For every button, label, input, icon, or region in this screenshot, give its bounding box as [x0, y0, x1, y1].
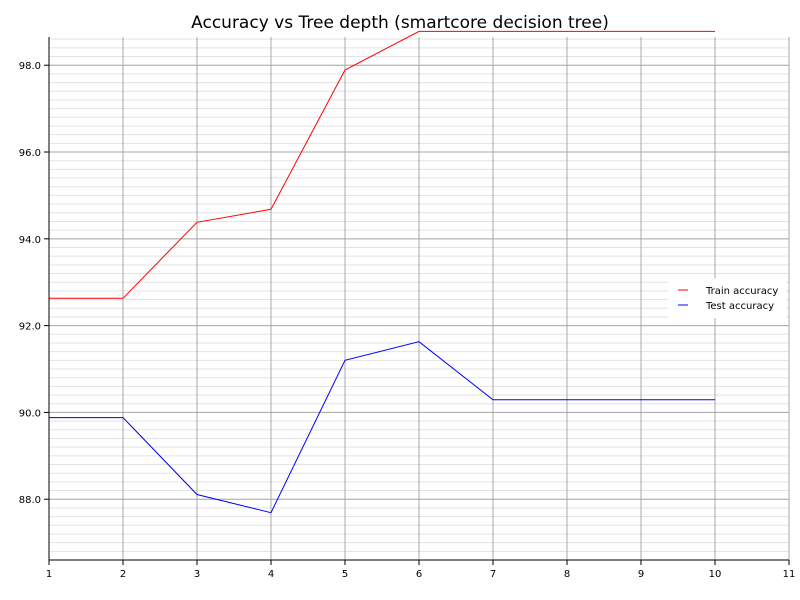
series-line-test	[49, 341, 715, 514]
legend-label: Train accuracy	[705, 286, 778, 297]
x-tick-label: 4	[268, 569, 274, 580]
x-tick-label: 2	[120, 569, 126, 580]
chart-title: Accuracy vs Tree depth (smartcore decisi…	[191, 13, 609, 33]
y-tick-label: 92.0	[19, 322, 41, 333]
legend: Train accuracy Test accuracy	[668, 278, 786, 318]
x-tick-label: 1	[46, 569, 52, 580]
y-tick-label: 94.0	[19, 235, 41, 246]
x-tick-label: 8	[564, 569, 570, 580]
y-tick-label: 98.0	[19, 61, 41, 72]
legend-box	[668, 278, 786, 318]
x-tick-label: 9	[638, 569, 644, 580]
x-tick-label: 10	[709, 569, 722, 580]
legend-label: Test accuracy	[705, 301, 774, 312]
grid	[48, 37, 790, 561]
y-tick-label: 88.0	[19, 495, 41, 506]
y-tick-label: 90.0	[19, 408, 41, 419]
y-tick-label: 96.0	[19, 148, 41, 159]
x-tick-label: 6	[416, 569, 422, 580]
x-tick-label: 7	[490, 569, 496, 580]
x-tick-label: 5	[342, 569, 348, 580]
series-line-train	[49, 30, 715, 299]
series-lines	[49, 30, 715, 514]
x-tick-label: 11	[783, 569, 796, 580]
axes: 88.0 90.0 92.0 94.0 96.0 98.0 1 2 3 4 5 6 7 8 9 10 11	[19, 37, 796, 580]
x-tick-label: 3	[194, 569, 200, 580]
